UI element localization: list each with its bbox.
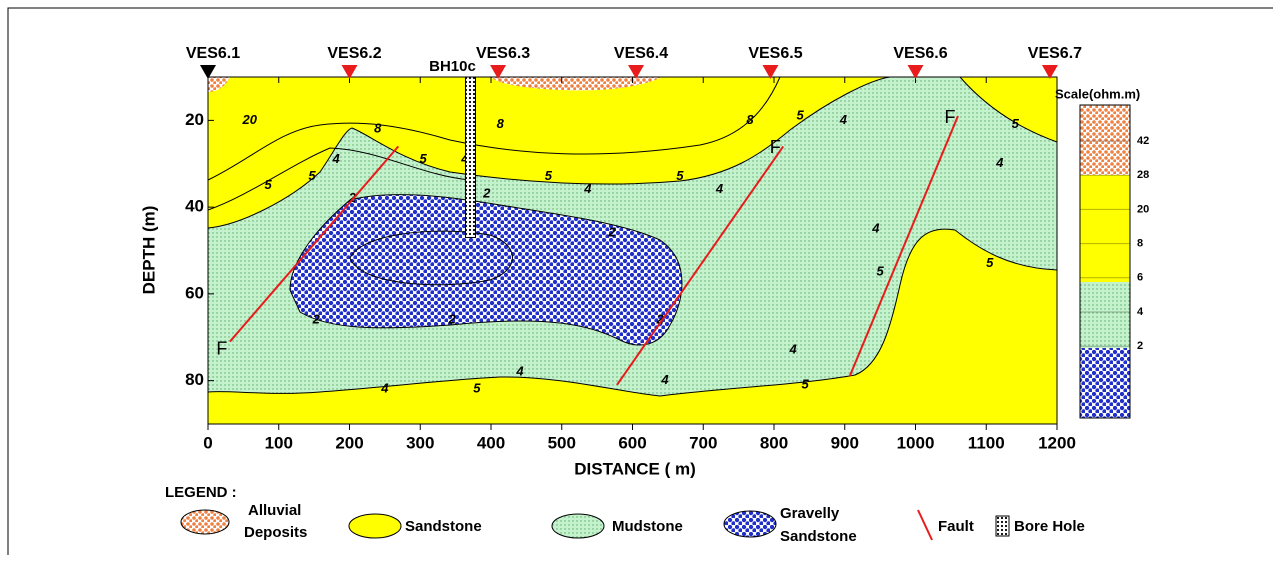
x-tick-label: 400 bbox=[477, 433, 505, 452]
legend-label: Sandstone bbox=[405, 518, 482, 535]
contour-label: 20 bbox=[242, 112, 258, 127]
borehole-label: BH10c bbox=[429, 58, 476, 75]
legend-label: Mudstone bbox=[612, 518, 683, 535]
chart: DEPTH (m) DISTANCE ( m) Scale(ohm.m) LEG… bbox=[0, 0, 1281, 563]
station-label: VES6.2 bbox=[327, 45, 381, 62]
contour-label: 2 bbox=[312, 311, 321, 326]
y-tick-label: 20 bbox=[185, 110, 204, 129]
contour-label: 5 bbox=[473, 381, 481, 396]
y-tick-label: 60 bbox=[185, 283, 204, 302]
contour-label: 4 bbox=[788, 342, 797, 357]
scale-band bbox=[1080, 175, 1130, 282]
fault-label: F bbox=[216, 338, 227, 358]
contour-label: 5 bbox=[797, 107, 805, 122]
contour-label: 5 bbox=[877, 264, 885, 279]
contour-label: 5 bbox=[545, 168, 553, 183]
scale-tick-label: 2 bbox=[1137, 340, 1143, 352]
fault-label: F bbox=[944, 107, 955, 127]
x-tick-label: 100 bbox=[265, 433, 293, 452]
legend-swatch bbox=[918, 510, 932, 540]
legend-swatch bbox=[552, 514, 604, 538]
x-tick-label: 1100 bbox=[968, 433, 1005, 452]
y-axis-title: DEPTH (m) bbox=[139, 206, 158, 295]
contour-label: 4 bbox=[515, 363, 524, 378]
contour-label: 2 bbox=[447, 311, 456, 326]
legend-label: Gravelly bbox=[780, 505, 840, 522]
station-label: VES6.6 bbox=[893, 45, 947, 62]
legend-swatch bbox=[349, 514, 401, 538]
y-tick-label: 80 bbox=[185, 370, 204, 389]
contour-label: 4 bbox=[871, 220, 880, 235]
station-label: VES6.5 bbox=[748, 45, 802, 62]
scale-band bbox=[1080, 105, 1130, 175]
legend-swatch bbox=[996, 516, 1009, 536]
x-tick-label: 600 bbox=[618, 433, 646, 452]
x-tick-label: 200 bbox=[335, 433, 363, 452]
x-tick-label: 900 bbox=[831, 433, 859, 452]
scale-tick-label: 8 bbox=[1137, 238, 1143, 250]
scale-tick-label: 42 bbox=[1137, 135, 1149, 147]
y-tick-label: 40 bbox=[185, 197, 204, 216]
contour-label: 4 bbox=[380, 381, 389, 396]
contour-label: 8 bbox=[746, 112, 754, 127]
legend-swatch bbox=[181, 510, 229, 534]
x-axis-title: DISTANCE ( m) bbox=[574, 459, 696, 478]
contour-label: 2 bbox=[482, 186, 491, 201]
legend-label: Fault bbox=[938, 518, 974, 535]
contour-label: 4 bbox=[995, 155, 1004, 170]
contour-label: 5 bbox=[986, 255, 994, 270]
legend-label: Bore Hole bbox=[1014, 518, 1085, 535]
station-label: VES6.7 bbox=[1028, 45, 1082, 62]
x-tick-label: 500 bbox=[548, 433, 576, 452]
scale-tick-label: 6 bbox=[1137, 272, 1143, 284]
contour-label: 8 bbox=[374, 120, 382, 135]
scale-tick-label: 20 bbox=[1137, 203, 1149, 215]
section-layers bbox=[208, 77, 1057, 424]
x-tick-label: 1200 bbox=[1038, 433, 1076, 452]
x-tick-label: 800 bbox=[760, 433, 788, 452]
legend-label: Deposits bbox=[244, 524, 307, 541]
x-tick-label: 1000 bbox=[897, 433, 935, 452]
scale-tick-label: 28 bbox=[1137, 169, 1149, 181]
fault-label: F bbox=[770, 137, 781, 157]
contour-label: 4 bbox=[583, 181, 592, 196]
borehole bbox=[465, 77, 475, 237]
scale-band bbox=[1080, 282, 1130, 348]
contour-label: 4 bbox=[715, 181, 724, 196]
contour-label: 4 bbox=[331, 151, 340, 166]
contour-label: 5 bbox=[308, 168, 316, 183]
x-tick-label: 700 bbox=[689, 433, 717, 452]
scale-band bbox=[1080, 348, 1130, 418]
station-label: VES6.3 bbox=[476, 45, 530, 62]
scale-title: Scale(ohm.m) bbox=[1055, 86, 1140, 101]
scale-tick-label: 4 bbox=[1137, 306, 1144, 318]
legend-title: LEGEND : bbox=[165, 484, 237, 501]
contour-label: 4 bbox=[660, 372, 669, 387]
contour-label: 5 bbox=[419, 151, 427, 166]
scale-bar: Scale(ohm.m) bbox=[1055, 86, 1140, 418]
contour-label: 5 bbox=[265, 177, 273, 192]
contour-label: 4 bbox=[839, 112, 848, 127]
contour-label: 5 bbox=[802, 376, 810, 391]
station-label: VES6.1 bbox=[186, 45, 240, 62]
legend-label: Sandstone bbox=[780, 528, 857, 545]
x-tick-label: 0 bbox=[203, 433, 212, 452]
station-label: VES6.4 bbox=[614, 45, 668, 62]
legend: LEGEND : Alluvial Deposits Sandstone Mud… bbox=[165, 484, 1085, 545]
contour-label: 5 bbox=[676, 168, 684, 183]
legend-label: Alluvial bbox=[248, 502, 301, 519]
contour-label: 5 bbox=[1012, 116, 1020, 131]
contour-label: 2 bbox=[607, 225, 616, 240]
x-tick-label: 300 bbox=[406, 433, 434, 452]
legend-swatch bbox=[724, 511, 776, 537]
contour-label: 8 bbox=[497, 116, 505, 131]
